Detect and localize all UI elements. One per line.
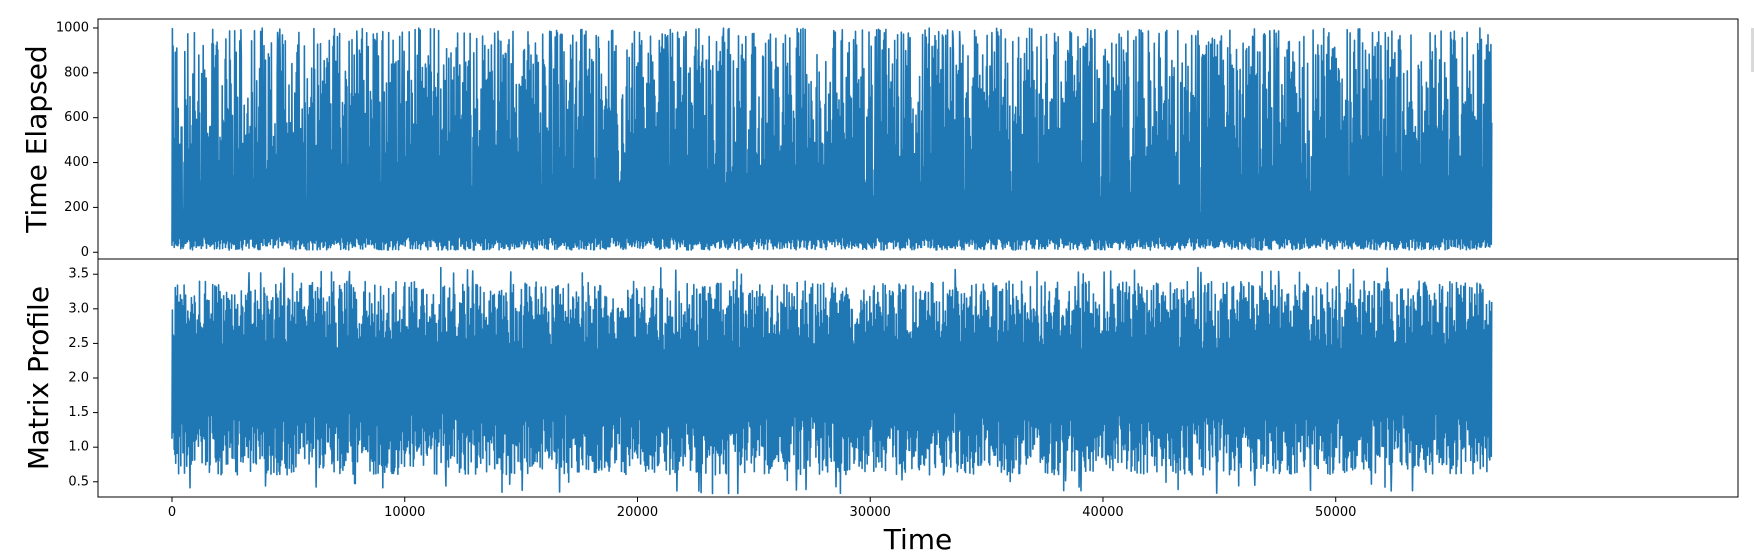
y-tick-label: 0 <box>81 245 89 260</box>
x-tick-label: 0 <box>168 505 176 520</box>
x-tick-label: 10000 <box>384 505 425 520</box>
time-elapsed-line <box>171 27 1493 251</box>
time-elapsed-ylabel: Time Elapsed <box>20 45 53 233</box>
y-tick-label: 3.5 <box>68 267 89 282</box>
y-tick-label: 400 <box>64 155 89 170</box>
y-tick-label: 200 <box>64 200 89 215</box>
y-tick-label: 800 <box>64 65 89 80</box>
matrix-profile-line <box>171 266 1493 495</box>
x-axis: 0 10000 20000 30000 40000 50000 <box>168 497 1356 520</box>
y-tick-label: 2.5 <box>68 336 89 351</box>
matrix-profile-series <box>171 266 1493 495</box>
matrix-profile-y-axis: 0.5 1.0 1.5 2.0 2.5 3.0 3.5 <box>68 267 98 489</box>
y-tick-label: 1.5 <box>68 405 89 420</box>
x-tick-label: 40000 <box>1082 505 1123 520</box>
time-elapsed-y-axis: 0 200 400 600 800 1000 <box>56 20 98 260</box>
y-tick-label: 3.0 <box>68 301 89 316</box>
edge-scroll-mark <box>1751 28 1754 72</box>
x-tick-label: 50000 <box>1315 505 1356 520</box>
x-axis-label: Time <box>883 523 953 556</box>
y-tick-label: 0.5 <box>68 474 89 489</box>
matrix-profile-ylabel: Matrix Profile <box>22 286 55 470</box>
y-tick-label: 1.0 <box>68 440 89 455</box>
matrix-profile-frame <box>97 258 1739 498</box>
x-tick-label: 20000 <box>617 505 658 520</box>
y-tick-label: 600 <box>64 110 89 125</box>
time-elapsed-panel: 0 200 400 600 800 1000 Time Elapsed <box>20 18 1739 260</box>
x-tick-label: 30000 <box>850 505 891 520</box>
y-tick-label: 1000 <box>56 20 89 35</box>
time-elapsed-series <box>171 27 1493 251</box>
matrix-profile-panel: 0.5 1.0 1.5 2.0 2.5 3.0 3.5 Matrix Profile <box>22 258 1739 498</box>
y-tick-label: 2.0 <box>68 371 89 386</box>
